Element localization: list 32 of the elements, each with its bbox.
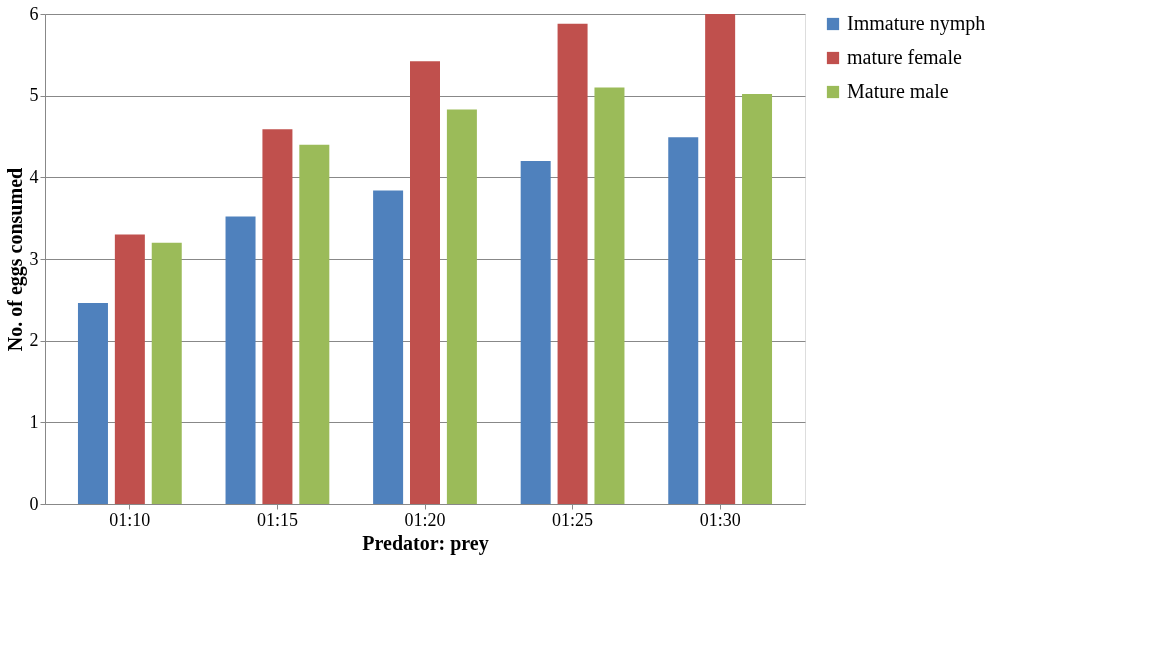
- bar: [742, 94, 773, 504]
- x-tick-label: 01:25: [552, 509, 594, 530]
- bar: [151, 242, 182, 504]
- bar: [705, 14, 736, 504]
- legend-label: Immature nymph: [847, 12, 986, 35]
- bar: [668, 137, 699, 504]
- y-tick-label: 0: [29, 493, 39, 514]
- y-tick-label: 1: [29, 411, 39, 432]
- y-tick-label: 6: [29, 3, 39, 24]
- x-tick-label: 01:10: [109, 509, 151, 530]
- x-tick-label: 01:20: [404, 509, 446, 530]
- x-axis-title: Predator: prey: [362, 531, 489, 555]
- bar: [77, 303, 108, 504]
- bar: [410, 61, 440, 504]
- bar: [446, 109, 477, 504]
- y-tick-label: 2: [29, 330, 39, 351]
- legend-label: Mature male: [847, 80, 949, 102]
- y-tick-label: 5: [29, 85, 39, 106]
- legend-label: mature female: [847, 46, 963, 68]
- x-tick-label: 01:15: [256, 509, 298, 530]
- bar: [373, 190, 404, 504]
- bar: [299, 144, 330, 504]
- y-axis-title: No. of eggs consumed: [3, 167, 27, 352]
- bar: [557, 23, 588, 504]
- bar: [594, 87, 625, 504]
- bar: [114, 234, 145, 504]
- x-tick-label: 01:30: [699, 509, 741, 530]
- y-tick-label: 3: [29, 248, 39, 269]
- y-tick-label: 4: [29, 166, 39, 187]
- bar: [262, 129, 293, 504]
- bar: [225, 216, 256, 504]
- bar: [520, 161, 551, 504]
